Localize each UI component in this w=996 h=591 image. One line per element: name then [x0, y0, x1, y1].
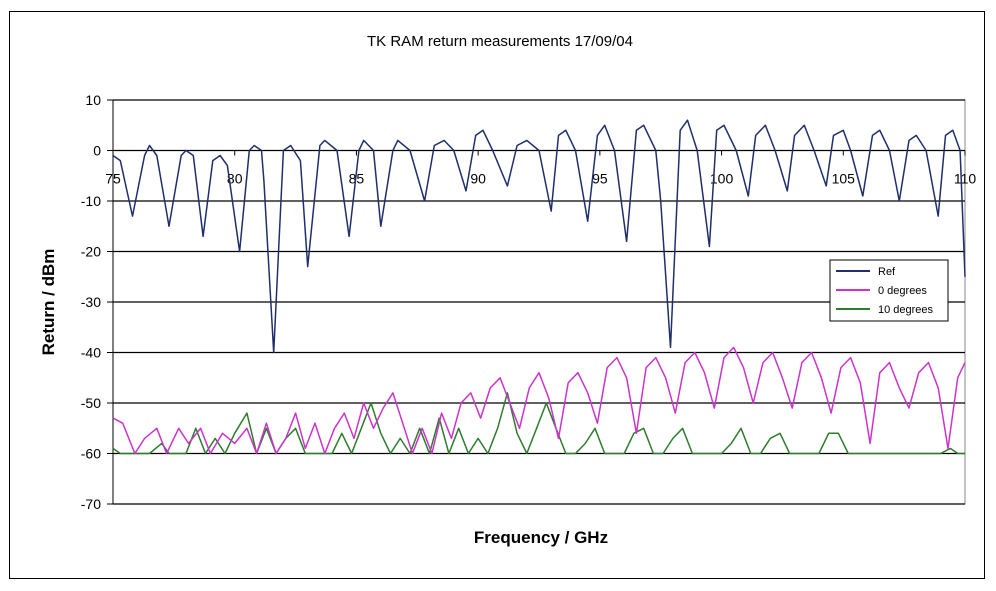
x-tick-label-4: 95	[592, 171, 608, 187]
y-axis-title: Return / dBm	[39, 249, 58, 356]
chart-frame	[9, 11, 985, 579]
series-line-0	[112, 119, 966, 354]
x-tick-label-5: 100	[710, 171, 734, 187]
y-tick-label-7: -60	[81, 446, 101, 462]
series-line-1	[112, 346, 966, 455]
x-tick-label-3: 90	[470, 171, 486, 187]
y-tick-label-1: 0	[93, 143, 101, 159]
x-tick-labels: 75 80 85 90 95 100 105 110	[105, 171, 976, 187]
x-tick-label-2: 85	[349, 171, 365, 187]
legend: Ref 0 degrees 10 degrees	[829, 259, 949, 322]
y-tick-label-3: -20	[81, 244, 101, 260]
y-tick-label-2: -10	[81, 193, 101, 209]
y-tick-label-5: -40	[81, 345, 101, 361]
y-tick-label-4: -30	[81, 294, 101, 310]
legend-label-2: 10 degrees	[878, 304, 934, 316]
series-line-2	[112, 392, 965, 455]
legend-label-1: 0 degrees	[878, 285, 927, 297]
y-tick-label-0: 10	[85, 92, 101, 108]
legend-label-0: Ref	[878, 266, 896, 278]
y-tick-labels: 10 0 -10 -20 -30 -40 -50 -60 -70	[81, 92, 101, 512]
x-axis-title: Frequency / GHz	[474, 528, 608, 547]
x-tick-label-7: 110	[954, 171, 977, 187]
x-tick-label-1: 80	[227, 171, 243, 187]
x-tick-label-0: 75	[105, 171, 121, 187]
x-tick-label-6: 105	[832, 171, 856, 187]
chart-title: TK RAM return measurements 17/09/04	[367, 33, 633, 50]
gridlines	[107, 99, 966, 505]
y-tick-label-8: -70	[81, 496, 101, 512]
series-lines	[112, 119, 966, 455]
y-tick-label-6: -50	[81, 395, 101, 411]
